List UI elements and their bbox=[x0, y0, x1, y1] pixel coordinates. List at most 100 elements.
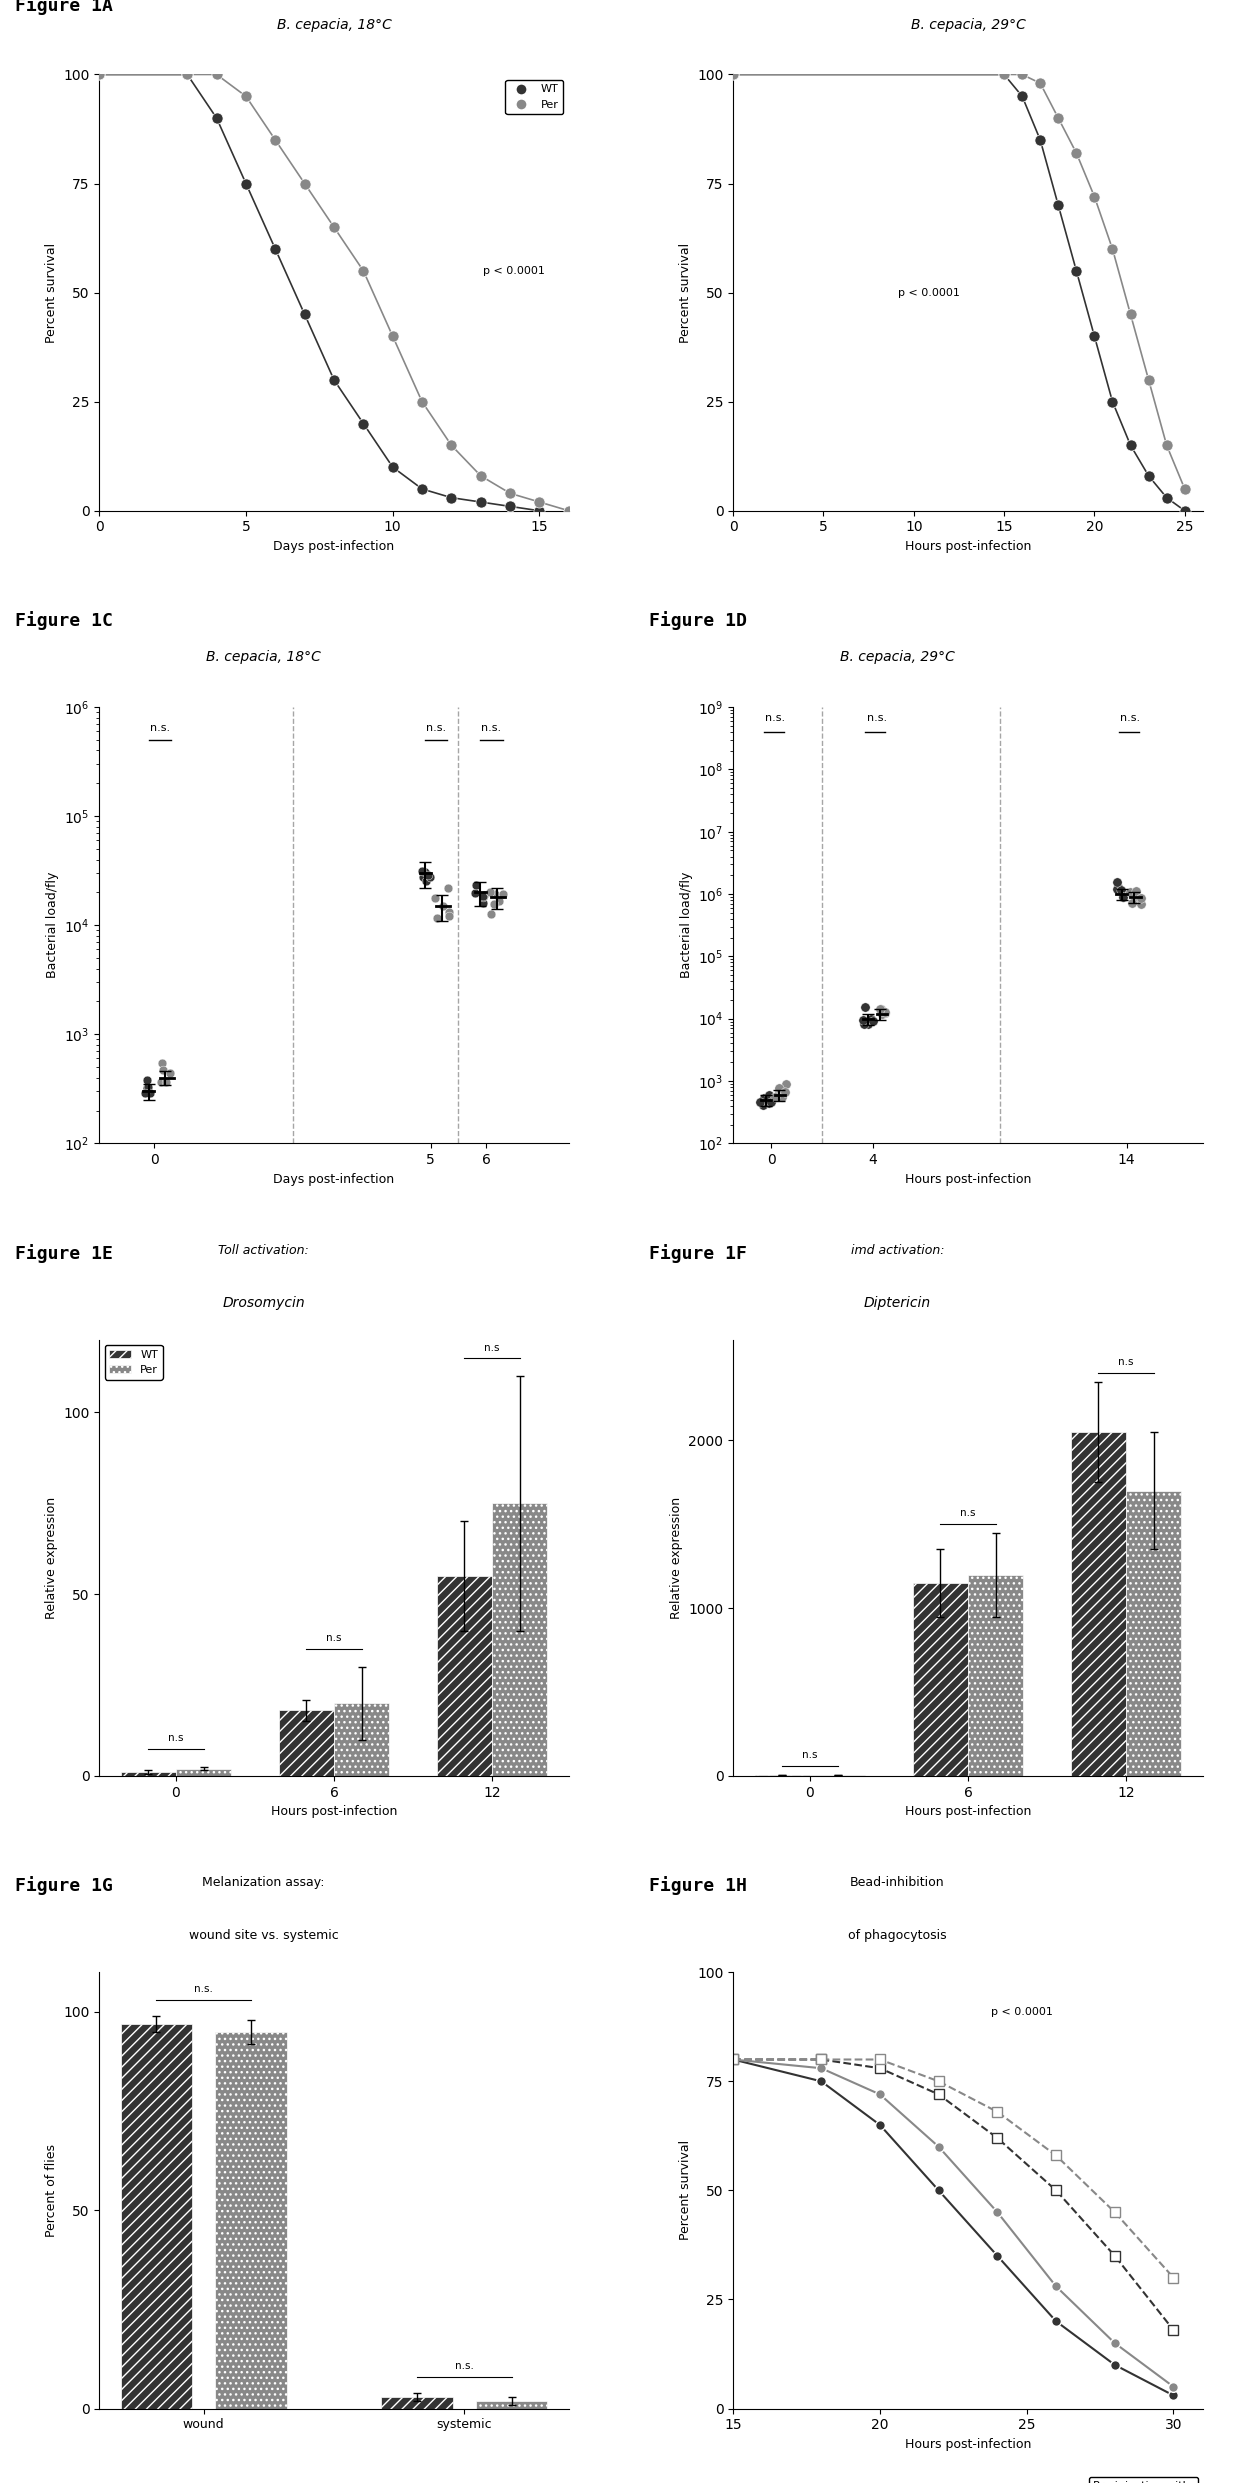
X-axis label: Days post-infection: Days post-infection bbox=[274, 1172, 394, 1184]
Point bbox=[874, 993, 894, 1033]
Point bbox=[750, 1083, 770, 1122]
Bar bbox=[476, 2401, 548, 2409]
Text: n.s.: n.s. bbox=[455, 2361, 474, 2371]
Text: p < 0.0001: p < 0.0001 bbox=[484, 266, 546, 276]
Point bbox=[870, 988, 890, 1028]
Bar bbox=[968, 1574, 1023, 1775]
Point bbox=[472, 876, 492, 916]
Point bbox=[489, 881, 508, 921]
Point bbox=[1121, 872, 1141, 911]
Point bbox=[770, 1068, 790, 1107]
Point bbox=[853, 1003, 873, 1043]
Point bbox=[420, 857, 440, 896]
X-axis label: Hours post-infection: Hours post-infection bbox=[270, 1805, 397, 1818]
Point bbox=[466, 864, 486, 904]
Point bbox=[862, 998, 882, 1038]
Text: B. cepacia, 18°C: B. cepacia, 18°C bbox=[206, 651, 321, 665]
Bar bbox=[913, 1584, 968, 1775]
Point bbox=[136, 1068, 156, 1107]
Point bbox=[773, 1078, 792, 1117]
Point bbox=[769, 1073, 789, 1112]
X-axis label: Days post-infection: Days post-infection bbox=[274, 539, 394, 554]
Text: n.s.: n.s. bbox=[1121, 713, 1141, 723]
Point bbox=[870, 988, 890, 1028]
Text: n.s: n.s bbox=[1118, 1356, 1133, 1366]
Text: wound site vs. systemic: wound site vs. systemic bbox=[188, 1929, 339, 1942]
Text: Figure 1E: Figure 1E bbox=[15, 1244, 113, 1264]
Point bbox=[874, 991, 894, 1030]
Text: n.s: n.s bbox=[169, 1733, 184, 1743]
Y-axis label: Percent survival: Percent survival bbox=[678, 243, 692, 343]
Point bbox=[472, 884, 492, 924]
Point bbox=[1122, 884, 1142, 924]
Point bbox=[858, 1006, 878, 1045]
Bar bbox=[436, 1577, 492, 1775]
Legend: beads, WT, -□-PBS, WT, beads, Per, -□-PBS, Per: beads, WT, -□-PBS, WT, beads, Per, -□-PB… bbox=[1089, 2478, 1198, 2483]
Y-axis label: Relative expression: Relative expression bbox=[45, 1497, 57, 1619]
Point bbox=[465, 874, 485, 914]
Text: B. cepacia, 29°C: B. cepacia, 29°C bbox=[910, 17, 1025, 32]
Bar bbox=[120, 2024, 192, 2409]
Point bbox=[481, 894, 501, 934]
Point bbox=[412, 852, 432, 891]
Text: p < 0.0001: p < 0.0001 bbox=[898, 288, 960, 298]
Point bbox=[754, 1078, 774, 1117]
Bar bbox=[492, 1502, 548, 1775]
Y-axis label: Percent of flies: Percent of flies bbox=[45, 2143, 57, 2237]
Text: p < 0.0001: p < 0.0001 bbox=[992, 2006, 1053, 2016]
Text: Diptericin: Diptericin bbox=[864, 1296, 931, 1311]
Bar bbox=[382, 2396, 453, 2409]
Point bbox=[1126, 872, 1146, 911]
Point bbox=[135, 1073, 155, 1112]
Point bbox=[439, 891, 459, 931]
Text: n.s: n.s bbox=[802, 1751, 817, 1760]
Point bbox=[139, 1073, 159, 1112]
Text: n.s.: n.s. bbox=[150, 723, 170, 732]
Point bbox=[1114, 876, 1133, 916]
Point bbox=[856, 986, 875, 1025]
Point bbox=[873, 996, 893, 1035]
Point bbox=[154, 1050, 174, 1090]
Bar bbox=[279, 1711, 334, 1775]
Text: n.s.: n.s. bbox=[481, 723, 501, 732]
Point bbox=[434, 886, 454, 926]
Point bbox=[415, 852, 435, 891]
Point bbox=[863, 1001, 883, 1040]
Point bbox=[485, 874, 505, 914]
Text: B. cepacia, 29°C: B. cepacia, 29°C bbox=[841, 651, 955, 665]
Point bbox=[759, 1075, 779, 1115]
Text: Figure 1D: Figure 1D bbox=[649, 611, 746, 631]
X-axis label: Hours post-infection: Hours post-infection bbox=[905, 2438, 1032, 2451]
Point bbox=[761, 1083, 781, 1122]
Bar bbox=[334, 1703, 389, 1775]
Point bbox=[1111, 869, 1131, 909]
Point bbox=[415, 862, 435, 901]
Text: Figure 1G: Figure 1G bbox=[15, 1877, 113, 1895]
Point bbox=[1131, 879, 1151, 919]
Point bbox=[156, 1063, 176, 1102]
Text: Melanization assay:: Melanization assay: bbox=[202, 1877, 325, 1890]
Point bbox=[853, 1001, 873, 1040]
Point bbox=[474, 874, 494, 914]
Legend: WT, Per: WT, Per bbox=[104, 1346, 162, 1381]
Text: n.s.: n.s. bbox=[427, 723, 446, 732]
Point bbox=[418, 854, 438, 894]
Text: n.s: n.s bbox=[326, 1634, 342, 1644]
Y-axis label: Bacterial load/fly: Bacterial load/fly bbox=[46, 872, 58, 978]
Text: imd activation:: imd activation: bbox=[851, 1244, 945, 1256]
Text: Figure 1A: Figure 1A bbox=[15, 0, 113, 15]
Point bbox=[1107, 869, 1127, 909]
Point bbox=[427, 899, 446, 939]
Point bbox=[480, 872, 500, 911]
Bar bbox=[1071, 1433, 1126, 1775]
Point bbox=[138, 1068, 157, 1107]
Point bbox=[1109, 867, 1128, 906]
Point bbox=[474, 876, 494, 916]
Text: Drosomycin: Drosomycin bbox=[222, 1296, 305, 1311]
Text: of phagocytosis: of phagocytosis bbox=[848, 1929, 947, 1942]
Point bbox=[494, 874, 513, 914]
X-axis label: Hours post-infection: Hours post-infection bbox=[905, 1805, 1032, 1818]
Text: n.s: n.s bbox=[960, 1507, 976, 1517]
Point bbox=[776, 1065, 796, 1105]
Point bbox=[1114, 876, 1133, 916]
